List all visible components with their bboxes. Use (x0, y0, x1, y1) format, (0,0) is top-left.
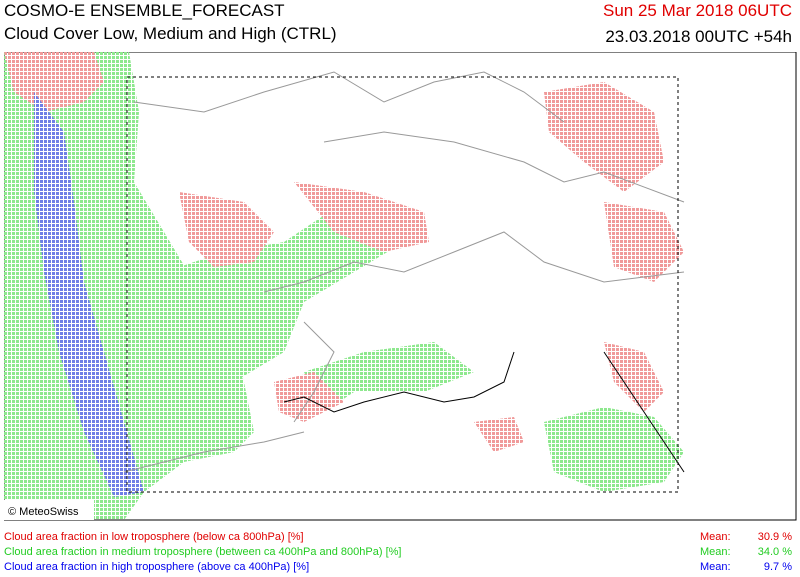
medium-cloud-area (304, 342, 474, 412)
medium-cloud-area (164, 202, 404, 382)
credit-box (4, 500, 94, 520)
low-cloud-area (294, 182, 429, 252)
low-cloud-area (474, 417, 524, 452)
low-cloud-area (179, 192, 274, 267)
map: © MeteoSwiss (4, 52, 797, 521)
mean-label: Mean: (700, 531, 731, 543)
mean-label: Mean: (700, 561, 731, 573)
low-cloud-area (604, 202, 684, 282)
border-line (323, 131, 685, 203)
high-cloud-area (34, 92, 144, 497)
low-cloud-area (274, 372, 344, 422)
low-cloud-area (544, 82, 664, 192)
legend-label: Cloud area fraction in high troposphere … (4, 561, 310, 573)
mean-label: Mean: (700, 546, 731, 558)
low-cloud (4, 52, 684, 452)
mean-value: 9.7 % (763, 561, 792, 573)
border-line (293, 321, 335, 423)
border-line (263, 231, 685, 293)
coast-line (603, 351, 685, 473)
domain-outline (126, 76, 679, 493)
coastline (283, 351, 685, 473)
mean-value: 30.9 % (757, 531, 792, 543)
borders (123, 71, 685, 473)
legend-label: Cloud area fraction in low troposphere (… (4, 531, 304, 543)
subtitle: Cloud Cover Low, Medium and High (CTRL) (4, 24, 337, 43)
run-time: 23.03.2018 00UTC +54h (605, 27, 792, 46)
credit: © MeteoSwiss (8, 506, 79, 518)
legend-label: Cloud area fraction in medium tropospher… (4, 546, 402, 558)
low-cloud-area (604, 342, 664, 412)
title: COSMO-E ENSEMBLE_FORECAST (4, 1, 285, 20)
coast-line (283, 351, 515, 413)
medium-cloud-area (544, 407, 684, 492)
border-line (123, 431, 305, 473)
valid-time: Sun 25 Mar 2018 06UTC (603, 1, 792, 20)
low-cloud-area (4, 52, 104, 112)
mean-value: 34.0 % (757, 546, 792, 558)
border-line (133, 71, 565, 123)
